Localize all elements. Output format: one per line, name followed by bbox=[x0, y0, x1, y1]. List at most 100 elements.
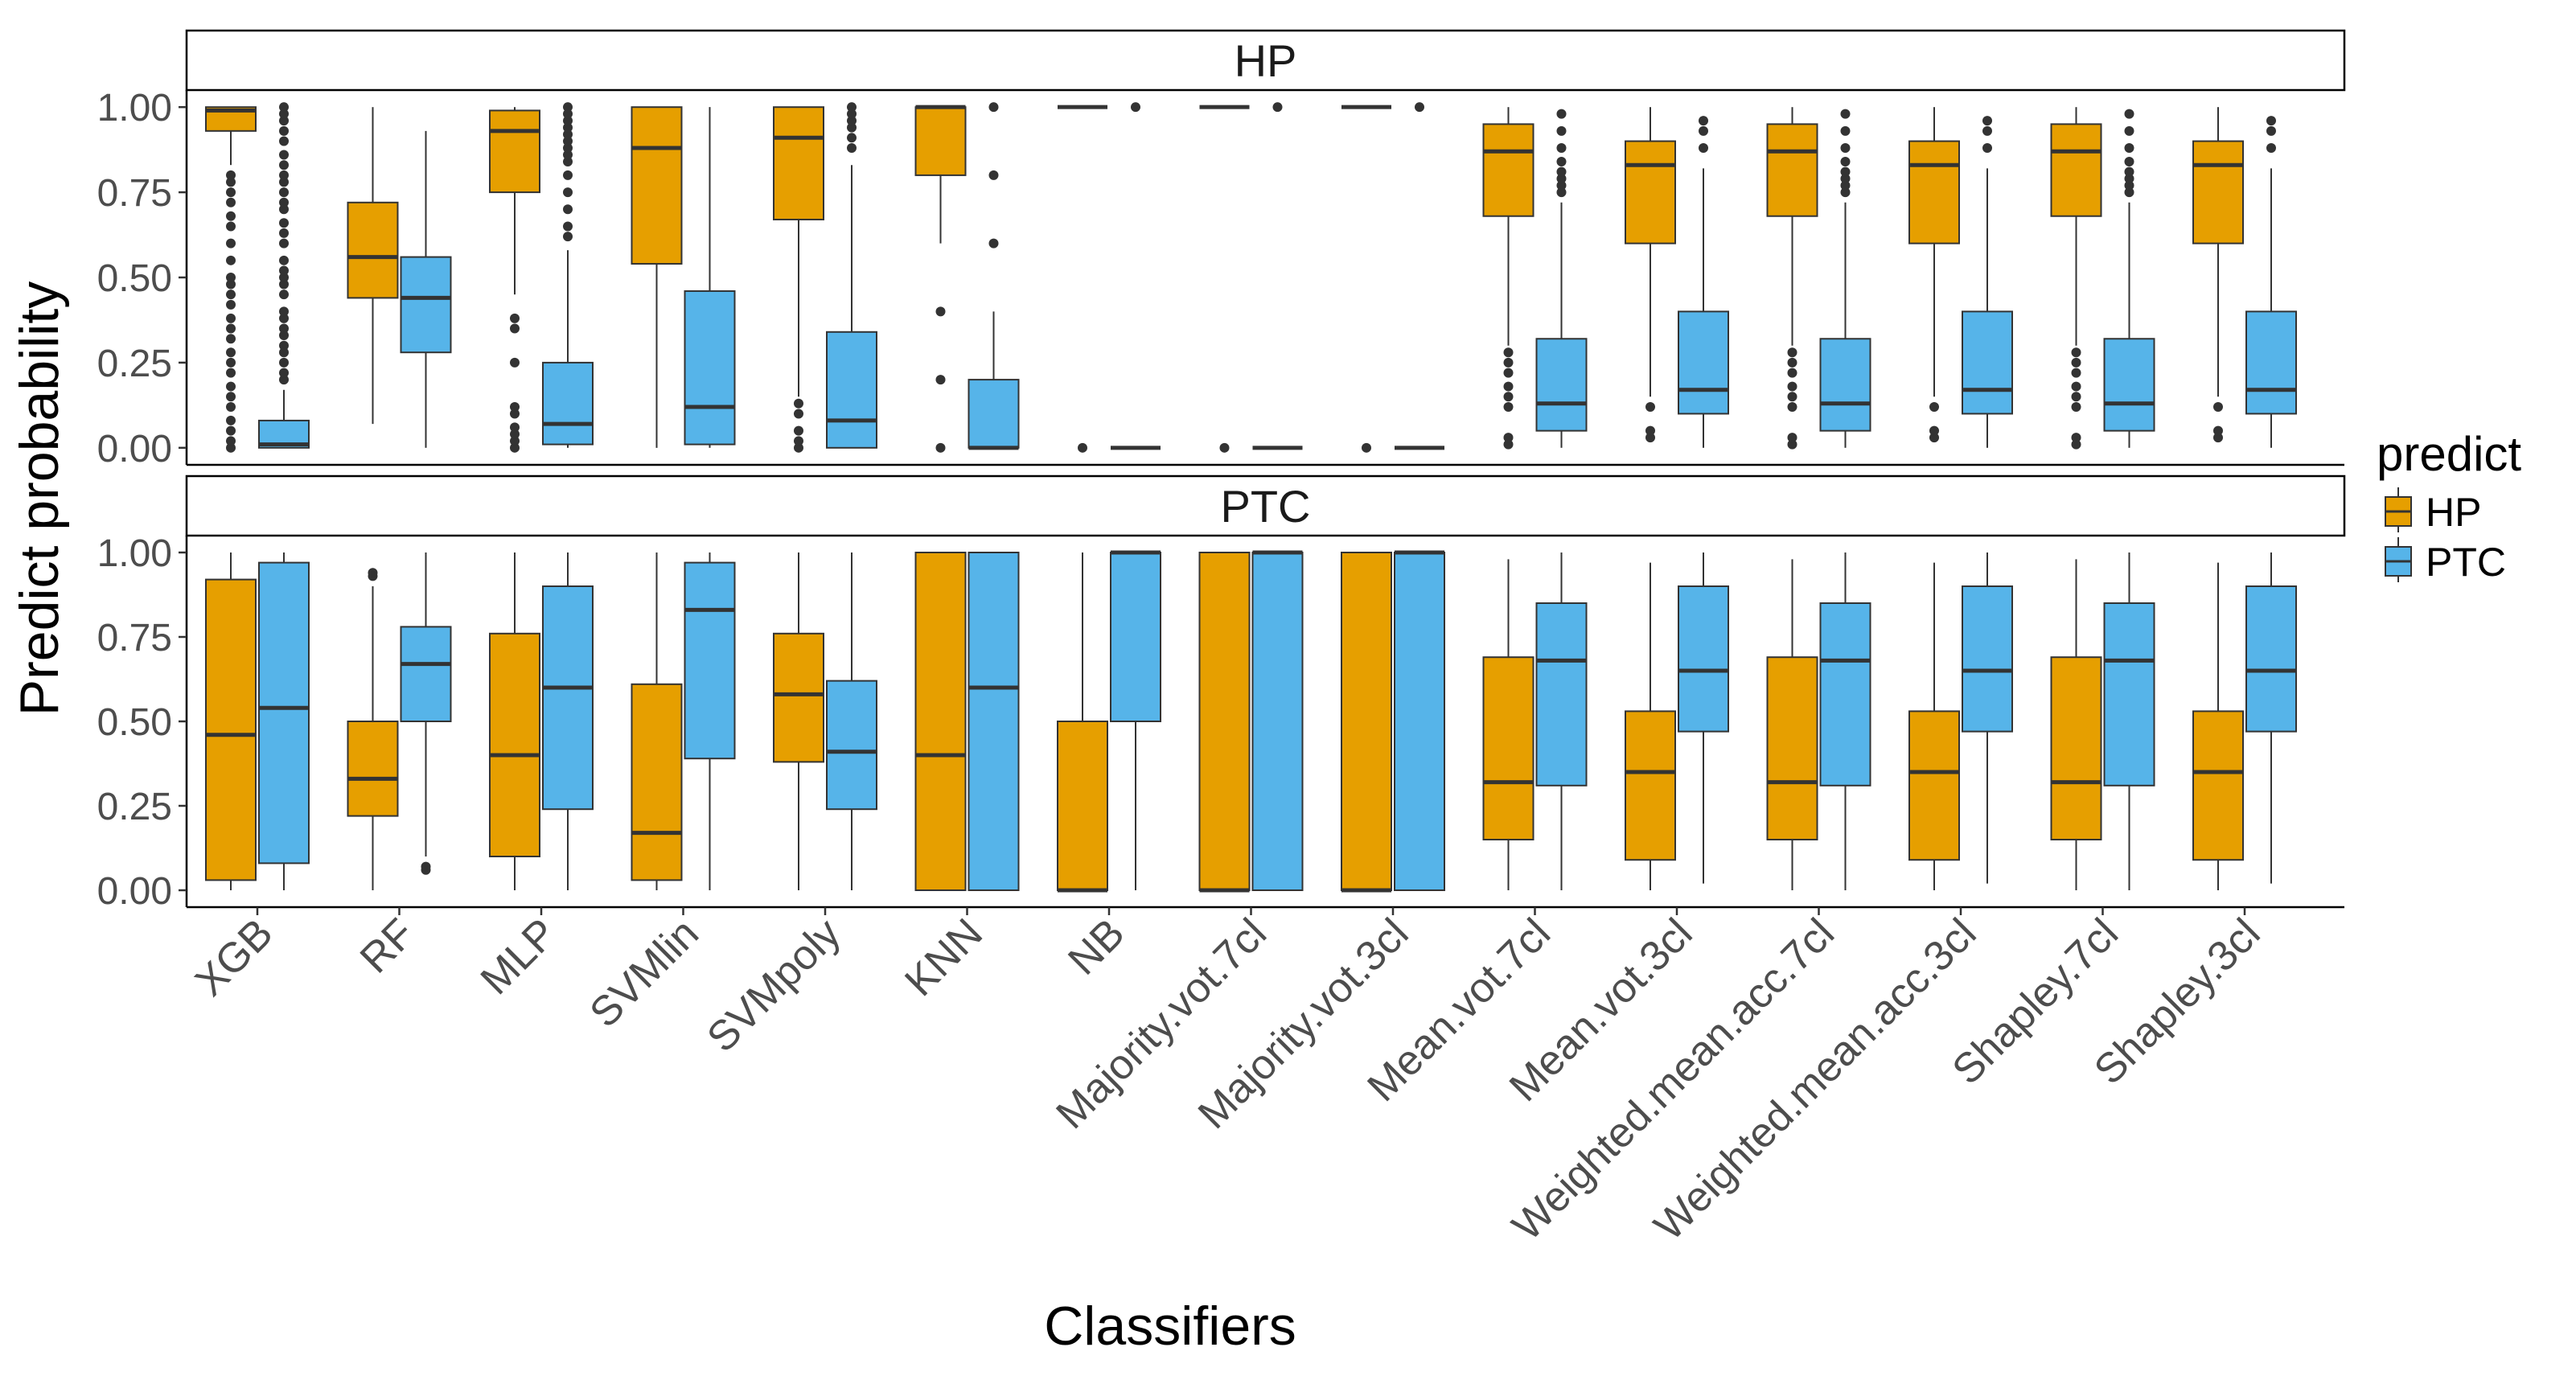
box-ptc-rf bbox=[400, 130, 452, 448]
box-body bbox=[826, 680, 877, 811]
outlier-point bbox=[279, 136, 289, 146]
box-body bbox=[489, 109, 540, 194]
outlier-point bbox=[2124, 143, 2134, 154]
outlier-point bbox=[279, 340, 289, 351]
outlier-point bbox=[510, 401, 520, 412]
outlier-point bbox=[1787, 347, 1797, 358]
outlier-point bbox=[1982, 125, 1992, 136]
outlier-point bbox=[279, 279, 289, 290]
outlier-point bbox=[1840, 143, 1851, 154]
outlier-point bbox=[279, 265, 289, 276]
outlier-point bbox=[1503, 433, 1514, 443]
x-tick-label: MLP bbox=[472, 910, 566, 1004]
outlier-point bbox=[226, 381, 236, 392]
box-hp-shapley-3cl bbox=[2192, 562, 2244, 890]
outlier-point bbox=[279, 204, 289, 215]
box-body bbox=[2050, 123, 2102, 217]
outlier-point bbox=[563, 221, 573, 232]
outlier-point bbox=[1929, 425, 1939, 436]
legend-item-hp: HP bbox=[2385, 487, 2481, 535]
box-body bbox=[1766, 123, 1818, 217]
outlier-point bbox=[1982, 143, 1992, 154]
outlier-point bbox=[2124, 156, 2134, 166]
y-tick-label: 0.00 bbox=[97, 428, 172, 470]
outlier-point bbox=[2124, 109, 2134, 119]
box-body bbox=[968, 552, 1020, 891]
outlier-point bbox=[1503, 381, 1514, 392]
box-body bbox=[1908, 710, 1960, 861]
outlier-point bbox=[279, 150, 289, 160]
box-hp-mean-vot-7cl bbox=[1482, 559, 1535, 890]
outlier-point bbox=[2071, 401, 2081, 412]
panel-strip-title: HP bbox=[1235, 35, 1297, 86]
box-ptc-shapley-3cl bbox=[2245, 116, 2297, 448]
outlier-point bbox=[279, 290, 289, 300]
box-body bbox=[1110, 552, 1161, 722]
x-tick-label: RF bbox=[351, 910, 424, 982]
outlier-point bbox=[279, 125, 289, 136]
outlier-point bbox=[2266, 125, 2276, 136]
outlier-point bbox=[226, 290, 236, 300]
outlier-point bbox=[563, 109, 573, 119]
box-body bbox=[773, 632, 824, 763]
box-hp-shapley-7cl bbox=[2050, 559, 2102, 890]
outlier-point bbox=[935, 375, 946, 385]
outlier-point bbox=[1982, 116, 1992, 126]
outlier-point bbox=[988, 238, 999, 249]
outlier-point bbox=[226, 401, 236, 412]
outlier-point bbox=[1131, 102, 1140, 113]
box-body bbox=[1057, 721, 1108, 891]
box-ptc-shapley-7cl bbox=[2103, 109, 2155, 448]
box-ptc-shapley-3cl bbox=[2245, 552, 2297, 884]
box-body bbox=[1625, 710, 1676, 861]
outlier-point bbox=[226, 442, 236, 453]
box-hp-rf bbox=[347, 568, 399, 890]
outlier-point bbox=[2124, 166, 2134, 177]
box-hp-majority-vot-3cl bbox=[1341, 552, 1392, 893]
outlier-point bbox=[1556, 166, 1567, 177]
y-tick-label: 0.75 bbox=[97, 617, 172, 659]
outlier-point bbox=[1503, 401, 1514, 412]
outlier-point bbox=[1556, 180, 1567, 191]
outlier-point bbox=[1556, 156, 1567, 166]
outlier-point bbox=[563, 143, 573, 154]
box-ptc-svmlin bbox=[684, 552, 736, 890]
y-tick-label: 1.00 bbox=[97, 87, 172, 129]
outlier-point bbox=[1645, 433, 1655, 443]
outlier-point bbox=[1219, 442, 1230, 453]
box-body bbox=[1962, 310, 2013, 415]
y-tick-label: 0.25 bbox=[97, 343, 172, 385]
outlier-point bbox=[2071, 439, 2081, 450]
box-ptc-weighted-mean-acc-3cl bbox=[1962, 116, 2013, 448]
outlier-point bbox=[563, 102, 573, 113]
y-tick-label: 0.50 bbox=[97, 701, 172, 744]
outlier-point bbox=[279, 177, 289, 187]
outlier-point bbox=[279, 273, 289, 282]
box-ptc-svmpoly bbox=[826, 552, 877, 890]
box-hp-majority-vot-7cl bbox=[1198, 552, 1251, 893]
outlier-point bbox=[226, 334, 236, 344]
panels: HP 0.00 0.25 0.50 0.75 1.00 PTC 0.00 0.25 0.50 0.7… bbox=[97, 29, 2346, 913]
box-ptc-majority-vot-3cl bbox=[1395, 102, 1444, 450]
outlier-point bbox=[794, 425, 803, 436]
outlier-point bbox=[279, 375, 289, 385]
outlier-point bbox=[794, 409, 803, 419]
outlier-point bbox=[1503, 392, 1514, 402]
box-body bbox=[1482, 656, 1535, 841]
outlier-point bbox=[226, 299, 236, 310]
outlier-point bbox=[1078, 442, 1087, 453]
box-body bbox=[631, 683, 683, 881]
box-hp-svmlin bbox=[631, 106, 683, 448]
outlier-point bbox=[226, 177, 236, 187]
outlier-point bbox=[368, 568, 378, 578]
outlier-point bbox=[1503, 368, 1514, 378]
outlier-point bbox=[279, 170, 289, 180]
y-tick-label: 0.75 bbox=[97, 172, 172, 215]
outlier-point bbox=[847, 122, 857, 133]
x-axis-label: Classifiers bbox=[1044, 1296, 1296, 1357]
outlier-point bbox=[1362, 442, 1371, 453]
y-tick-label: 1.00 bbox=[97, 532, 172, 575]
box-body bbox=[347, 201, 399, 299]
box-ptc-weighted-mean-acc-7cl bbox=[1819, 552, 1871, 890]
outlier-point bbox=[847, 133, 857, 143]
